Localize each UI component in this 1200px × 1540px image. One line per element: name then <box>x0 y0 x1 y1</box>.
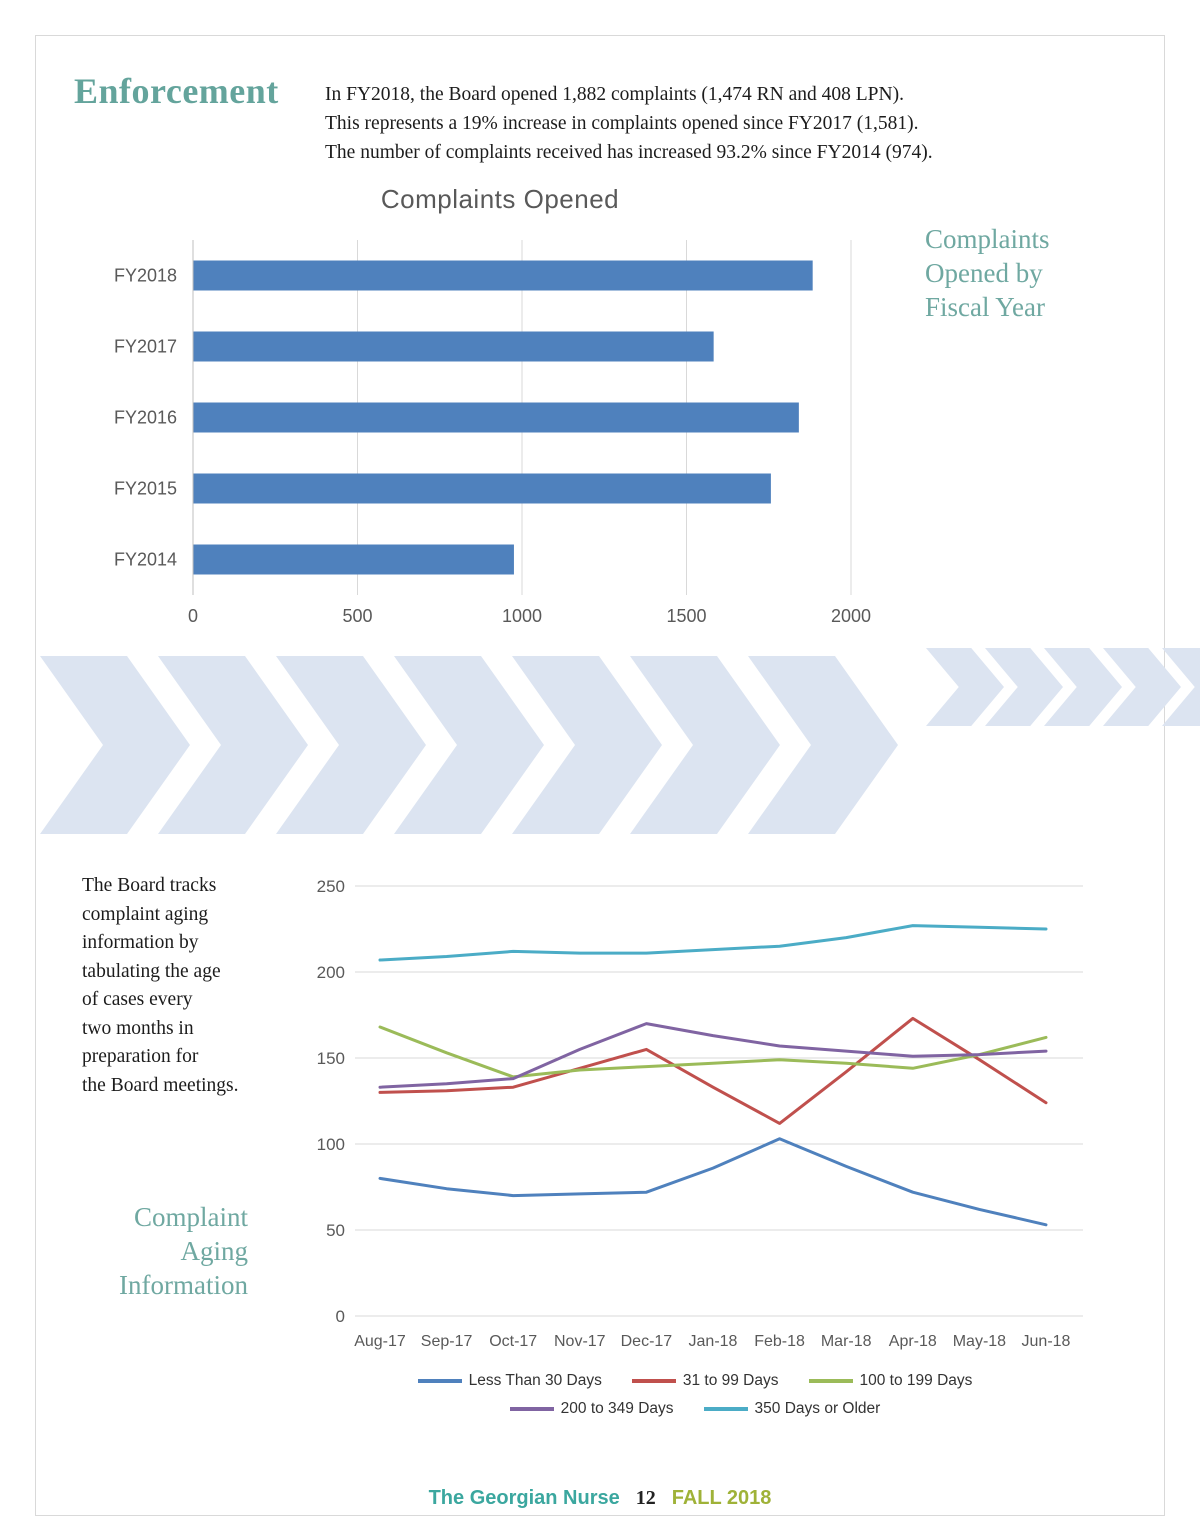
page-footer: The Georgian Nurse 12 FALL 2018 <box>0 1487 1200 1510</box>
svg-text:FY2014: FY2014 <box>114 550 177 570</box>
footer-publication: The Georgian Nurse <box>428 1487 620 1509</box>
legend-line-swatch-icon <box>703 1407 748 1411</box>
footer-page-number: 12 <box>635 1487 656 1509</box>
chevron-right-icon <box>40 656 190 834</box>
svg-text:Oct-17: Oct-17 <box>489 1333 537 1350</box>
svg-text:May-18: May-18 <box>953 1333 1006 1350</box>
svg-text:1500: 1500 <box>666 606 706 624</box>
line-chart-legend: Less Than 30 Days 31 to 99 Days 100 to 199… <box>295 1372 1095 1428</box>
svg-text:Jun-18: Jun-18 <box>1022 1333 1071 1350</box>
chevron-decoration-band <box>0 648 1200 840</box>
svg-text:Apr-18: Apr-18 <box>889 1333 937 1350</box>
legend-line-swatch-icon <box>631 1379 676 1383</box>
legend-item: 100 to 199 Days <box>808 1372 973 1390</box>
legend-label: 100 to 199 Days <box>859 1372 973 1389</box>
bar-chart-caption: Complaints Opened by Fiscal Year <box>925 224 1050 322</box>
legend-row: Less Than 30 Days 31 to 99 Days 100 to 199… <box>295 1372 1095 1390</box>
svg-text:250: 250 <box>317 877 345 896</box>
bar-chart: 0 500 1000 1500 2000 FY2018 FY2017 FY2016 FY2015… <box>114 240 871 624</box>
line-chart: 0 50 100 150 200 250 Aug-17 Sep-17 Oct-17 Nov-17 D… <box>317 877 1083 1350</box>
bar-chart-title: Complaints Opened <box>380 184 620 214</box>
svg-text:0: 0 <box>188 606 198 624</box>
legend-item: Less Than 30 Days <box>417 1372 602 1390</box>
footer-issue: FALL 2018 <box>671 1487 772 1509</box>
svg-text:Sep-17: Sep-17 <box>421 1333 473 1350</box>
svg-text:1000: 1000 <box>502 606 542 624</box>
svg-text:FY2017: FY2017 <box>114 337 177 357</box>
legend-item: 200 to 349 Days <box>509 1400 674 1418</box>
legend-row: 200 to 349 Days 350 Days or Older <box>295 1400 1095 1418</box>
legend-line-swatch-icon <box>417 1379 462 1383</box>
line-chart-caption: Complaint Aging Information <box>119 1202 248 1300</box>
svg-text:Aug-17: Aug-17 <box>354 1333 406 1350</box>
svg-text:FY2016: FY2016 <box>114 408 177 428</box>
legend-label: 31 to 99 Days <box>682 1372 779 1389</box>
legend-item: 31 to 99 Days <box>631 1372 779 1390</box>
legend-label: Less Than 30 Days <box>468 1372 602 1389</box>
chevron-right-icon <box>926 648 1004 726</box>
svg-text:0: 0 <box>336 1307 345 1326</box>
intro-paragraph: In FY2018, the Board opened 1,882 compla… <box>325 84 933 163</box>
svg-text:FY2015: FY2015 <box>114 479 177 499</box>
svg-text:Nov-17: Nov-17 <box>554 1333 606 1350</box>
svg-text:150: 150 <box>317 1049 345 1068</box>
legend-item: 350 Days or Older <box>703 1400 881 1418</box>
section-title: Enforcement <box>74 71 279 111</box>
legend-label: 200 to 349 Days <box>560 1400 674 1417</box>
svg-text:200: 200 <box>317 963 345 982</box>
svg-text:500: 500 <box>342 606 372 624</box>
legend-line-swatch-icon <box>509 1407 554 1411</box>
svg-text:Jan-18: Jan-18 <box>689 1333 738 1350</box>
svg-text:2000: 2000 <box>831 606 871 624</box>
svg-text:50: 50 <box>326 1221 345 1240</box>
aging-paragraph: The Board tracks complaint aging informa… <box>82 875 239 1096</box>
legend-label: 350 Days or Older <box>754 1400 881 1417</box>
svg-text:Dec-17: Dec-17 <box>621 1333 673 1350</box>
svg-text:Feb-18: Feb-18 <box>754 1333 805 1350</box>
svg-text:Mar-18: Mar-18 <box>821 1333 872 1350</box>
legend-line-swatch-icon <box>808 1379 853 1383</box>
svg-text:FY2018: FY2018 <box>114 266 177 286</box>
svg-text:100: 100 <box>317 1135 345 1154</box>
